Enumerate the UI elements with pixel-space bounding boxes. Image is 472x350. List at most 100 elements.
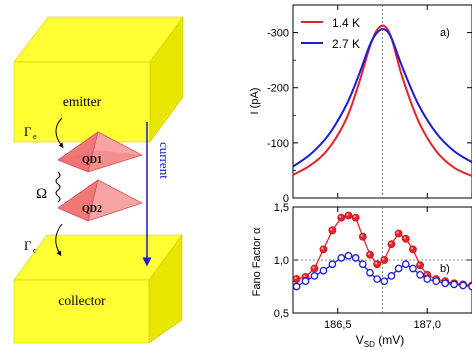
panel-b-xtick-label: 186,5 (324, 319, 352, 331)
fano-point-2 (409, 264, 417, 273)
qd1-pyramid: QD1 (57, 131, 144, 173)
panel-a-yticks: 0 -100 -200 -300 (267, 4, 472, 205)
fano-point-2 (380, 277, 389, 286)
fano-point-1 (351, 213, 360, 222)
fano-point-1 (380, 256, 389, 264)
panel-b-ticks: 0,5 1,0 1,5 186,5 187,0 (274, 202, 472, 331)
fano-point-highlight (367, 252, 371, 255)
fano-point-1 (401, 234, 410, 243)
qd1-label: QD1 (82, 155, 102, 166)
fano-point-highlight (403, 236, 406, 239)
fano-point-highlight (375, 262, 378, 265)
fano-point-1 (319, 245, 328, 254)
panel-a-label: a) (440, 27, 450, 39)
panel-a-ylabel: I (pA) (249, 88, 261, 115)
fano-point-1 (344, 211, 353, 220)
fano-point-2 (366, 268, 374, 277)
schematic: emitter collector QD1 QD2 Γ (13, 16, 184, 344)
panel-b-xtick-label: 187,0 (413, 319, 441, 331)
fano-point-highlight (312, 266, 315, 269)
gamma-c-subscript: c (33, 246, 37, 255)
fano-point-highlight (346, 213, 349, 216)
fano-point-1 (337, 213, 346, 222)
legend: 1.4 K 2.7 K (301, 16, 360, 51)
series-line-2 (292, 28, 472, 168)
fano-point-2 (319, 266, 328, 275)
fano-point-highlight (339, 215, 342, 218)
fano-point-2 (301, 277, 310, 286)
gamma-c-arrow (55, 223, 63, 257)
fano-point-highlight (396, 231, 399, 234)
qd2-pyramid: QD2 (57, 179, 144, 222)
fano-point-highlight (417, 263, 421, 266)
fano-point-highlight (425, 272, 428, 275)
current-arrow: current (142, 122, 172, 267)
panel-a: 0 -100 -200 -300 a) I (pA) 1.4 K 2.7 K (249, 4, 472, 205)
panel-b-series (292, 211, 472, 291)
panel-b-ylabel: Fano Factor α (251, 227, 263, 296)
collector-label: collector (58, 293, 106, 308)
gamma-e-arrow (55, 117, 64, 148)
panel-b-label: b) (440, 263, 450, 275)
fano-point-1 (292, 275, 301, 283)
fano-point-2 (373, 275, 381, 283)
fano-point-highlight (410, 247, 414, 250)
fano-point-2 (459, 281, 467, 290)
fano-point-2 (401, 260, 410, 269)
fano-point-2 (337, 254, 346, 262)
fano-point-highlight (321, 247, 324, 250)
panel-b-ytick-label: 0,5 (274, 308, 289, 320)
emitter-label: emitter (63, 94, 102, 109)
collector-block: collector (13, 234, 183, 344)
panel-a-curves (292, 24, 472, 177)
fano-point-2 (432, 277, 441, 286)
gamma-e-subscript: e (33, 132, 37, 141)
panel-b-ytick-label: 1,0 (274, 255, 289, 267)
x-axis-label: VSD (mV) (356, 333, 404, 349)
fano-point-1 (387, 240, 396, 248)
fano-point-1 (394, 229, 403, 238)
fano-point-2 (328, 260, 337, 269)
fano-point-2 (423, 275, 432, 283)
emitter-block: emitter (13, 16, 184, 143)
fano-point-2 (358, 260, 367, 269)
fano-point-1 (409, 245, 417, 254)
fano-point-highlight (389, 242, 392, 245)
fano-point-1 (366, 250, 374, 259)
fano-point-2 (344, 251, 353, 260)
panel-a-ytick-label: -100 (267, 138, 289, 150)
fano-point-highlight (294, 276, 297, 280)
fano-point-highlight (382, 257, 385, 261)
current-label: current (157, 142, 172, 179)
omega-coupling: Ω (36, 171, 61, 203)
fano-point-2 (292, 282, 301, 291)
fano-point-1 (416, 261, 424, 270)
panel-b-ytick-label: 1,5 (274, 202, 289, 214)
fano-point-2 (310, 272, 319, 280)
gamma-e: Γ e (24, 117, 64, 148)
panel-a-ytick-label: 0 (283, 193, 289, 205)
series-line-1 (292, 24, 472, 177)
gamma-c-symbol: Γ (24, 238, 32, 253)
legend-entry-2: 2.7 K (332, 37, 360, 51)
fano-point-2 (387, 272, 396, 280)
fano-point-highlight (353, 215, 356, 218)
fano-point-highlight (330, 228, 333, 231)
panel-b: 0,5 1,0 1,5 186,5 187,0 b) Fano Factor α VSD… (251, 202, 472, 349)
fano-point-1 (310, 264, 319, 273)
fano-point-2 (416, 270, 424, 279)
gamma-c: Γ c (24, 223, 63, 257)
panel-a-ytick-label: -300 (267, 28, 289, 40)
fano-point-highlight (360, 234, 363, 237)
fano-point-2 (450, 280, 458, 289)
fano-point-2 (441, 279, 449, 288)
fano-point-1 (328, 226, 337, 235)
legend-entry-1: 1.4 K (332, 16, 360, 30)
fano-point-1 (373, 260, 382, 269)
qd2-label: QD2 (82, 204, 102, 215)
fano-point-1 (358, 232, 367, 241)
panel-a-ytick-label: -200 (267, 83, 289, 95)
fano-point-2 (394, 264, 403, 273)
fano-point-highlight (303, 274, 306, 278)
